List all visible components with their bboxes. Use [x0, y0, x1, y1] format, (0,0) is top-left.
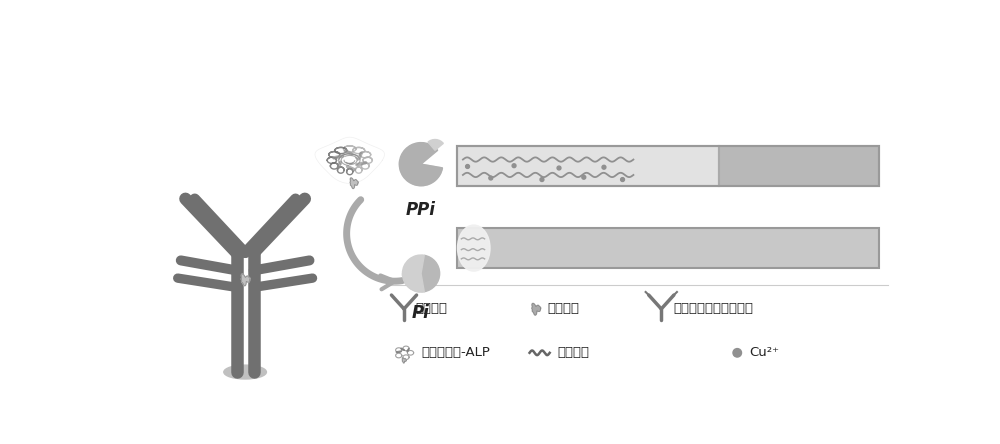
Circle shape	[582, 175, 586, 179]
Text: 生物素标记的检测抗体: 生物素标记的检测抗体	[673, 302, 753, 315]
Circle shape	[733, 349, 742, 357]
Circle shape	[489, 176, 493, 180]
Wedge shape	[421, 255, 440, 292]
Text: 甲胎蛋白: 甲胎蛋白	[547, 302, 579, 315]
Wedge shape	[399, 143, 442, 186]
Text: PPi: PPi	[406, 201, 436, 219]
Circle shape	[557, 166, 561, 170]
Bar	[457, 146, 879, 186]
Text: Cu²⁺: Cu²⁺	[749, 346, 779, 359]
Wedge shape	[399, 160, 442, 186]
Circle shape	[466, 165, 469, 168]
Text: Pi: Pi	[412, 304, 430, 322]
Circle shape	[621, 178, 624, 182]
Wedge shape	[428, 139, 443, 151]
Wedge shape	[402, 255, 424, 292]
Bar	[457, 228, 879, 268]
Polygon shape	[532, 303, 541, 315]
Ellipse shape	[224, 365, 266, 379]
Text: 捕获抗体: 捕获抗体	[416, 302, 448, 315]
Wedge shape	[402, 274, 424, 292]
Polygon shape	[241, 274, 250, 286]
Circle shape	[540, 178, 544, 182]
Circle shape	[602, 165, 606, 169]
Ellipse shape	[457, 225, 490, 271]
Polygon shape	[350, 178, 358, 189]
Text: 镰露亲和素-ALP: 镰露亲和素-ALP	[421, 346, 490, 359]
Bar	[719, 146, 879, 186]
Text: 海藻酸钓: 海藻酸钓	[557, 346, 589, 359]
Circle shape	[512, 164, 516, 168]
Polygon shape	[402, 358, 406, 363]
Bar	[457, 146, 719, 186]
